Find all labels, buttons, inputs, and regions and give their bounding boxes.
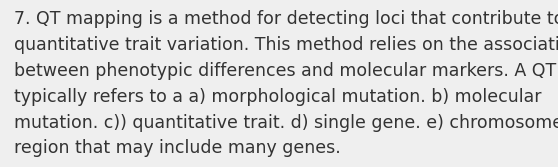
Text: between phenotypic differences and molecular markers. A QTL: between phenotypic differences and molec… bbox=[14, 62, 558, 80]
Text: typically refers to a a) morphological mutation. b) molecular: typically refers to a a) morphological m… bbox=[14, 88, 541, 106]
Text: mutation. c)) quantitative trait. d) single gene. e) chromosome: mutation. c)) quantitative trait. d) sin… bbox=[14, 114, 558, 132]
Text: region that may include many genes.: region that may include many genes. bbox=[14, 139, 341, 157]
Text: quantitative trait variation. This method relies on the association: quantitative trait variation. This metho… bbox=[14, 36, 558, 54]
Text: 7. QT mapping is a method for detecting loci that contribute to: 7. QT mapping is a method for detecting … bbox=[14, 10, 558, 28]
